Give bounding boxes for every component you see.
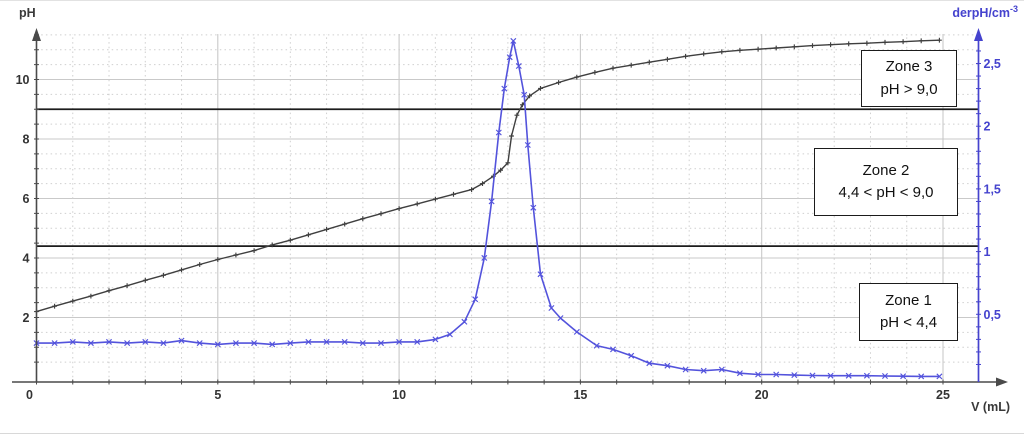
right-axis-title: derpH/cm-3 [952,4,1018,20]
zone-2-condition: 4,4 < pH < 9,0 [838,184,934,201]
zone-3-title: Zone 3 [885,58,933,75]
x-tick-label: 0 [26,388,33,402]
reference-lines [36,108,979,247]
right-axis-title-exponent: -3 [1009,4,1018,14]
right-axis-arrow-icon [974,28,983,41]
axes [12,28,1008,387]
tick-labels: 0 5 10 15 20 25 2 4 6 8 10 0,5 1 1,5 2 2,5 [16,57,1001,402]
left-axis-title: pH [19,6,36,20]
x-axis-arrow-icon [996,377,1008,387]
derivative-tick-label: 2,5 [984,57,1001,71]
ph-curve [34,37,942,314]
ph-tick-label: 10 [16,73,30,87]
x-tick-label: 15 [573,388,587,402]
x-tick-label: 5 [214,388,221,402]
ph-tick-label: 4 [23,252,30,266]
zone-1-annotation-box: Zone 1 pH < 4,4 [859,283,958,341]
x-axis-title: V (mL) [971,400,1010,414]
zone-2-title: Zone 2 [862,161,910,179]
x-tick-label: 10 [392,388,406,402]
ph-tick-label: 2 [23,311,30,325]
derivative-curve [33,37,943,380]
ph-tick-label: 8 [23,133,30,147]
zone-1-title: Zone 1 [885,291,932,309]
zone-2-annotation-box: Zone 2 4,4 < pH < 9,0 [814,148,958,216]
ph-tick-label: 6 [23,192,30,206]
zone-3-annotation-box: Zone 3 pH > 9,0 [861,50,957,107]
zone-1-condition: pH < 4,4 [879,314,938,331]
right-axis-title-base: derpH/cm [952,6,1010,21]
x-tick-label: 25 [936,388,950,402]
derivative-tick-label: 2 [984,120,991,134]
derivative-tick-label: 1,5 [984,182,1001,196]
x-tick-label: 20 [755,388,769,402]
derivative-tick-label: 1 [984,245,991,259]
zone-3-condition: pH > 9,0 [880,80,938,98]
derivative-tick-label: 0,5 [984,308,1001,322]
derivative-data-markers [33,37,943,380]
